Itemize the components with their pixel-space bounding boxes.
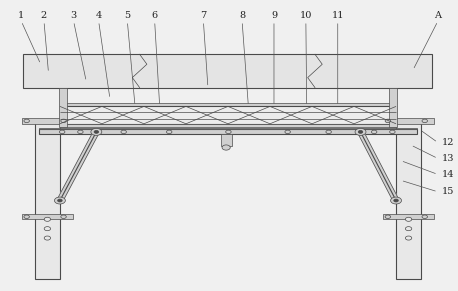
Circle shape — [390, 130, 395, 134]
Circle shape — [226, 130, 231, 134]
Circle shape — [58, 199, 62, 202]
Circle shape — [167, 130, 172, 134]
Circle shape — [44, 217, 50, 221]
Text: 3: 3 — [71, 11, 76, 20]
Text: 11: 11 — [332, 11, 344, 20]
Circle shape — [355, 128, 366, 135]
Text: A: A — [435, 11, 442, 20]
Circle shape — [405, 227, 412, 231]
Text: 12: 12 — [442, 138, 454, 147]
Circle shape — [422, 119, 427, 123]
Circle shape — [222, 145, 230, 150]
Circle shape — [405, 217, 412, 221]
Text: 14: 14 — [442, 170, 454, 179]
Bar — [22, 118, 73, 124]
Text: 8: 8 — [239, 11, 245, 20]
Text: 10: 10 — [300, 11, 312, 20]
Bar — [39, 129, 417, 134]
Text: 1: 1 — [18, 11, 24, 20]
Circle shape — [91, 128, 102, 135]
Bar — [389, 88, 397, 127]
Bar — [59, 88, 67, 127]
Bar — [39, 127, 417, 129]
Circle shape — [121, 130, 126, 134]
Text: 5: 5 — [124, 11, 131, 20]
Circle shape — [385, 119, 391, 123]
Bar — [60, 107, 396, 124]
Circle shape — [326, 130, 332, 134]
Bar — [35, 122, 60, 279]
Text: 7: 7 — [200, 11, 207, 20]
Circle shape — [371, 130, 377, 134]
Bar — [396, 122, 421, 279]
Circle shape — [394, 199, 398, 202]
Circle shape — [61, 215, 66, 219]
Circle shape — [44, 227, 50, 231]
Circle shape — [60, 130, 65, 134]
Circle shape — [61, 119, 66, 123]
Circle shape — [405, 236, 412, 240]
Bar — [22, 214, 73, 219]
Circle shape — [285, 130, 290, 134]
Circle shape — [391, 197, 402, 204]
Circle shape — [78, 130, 83, 134]
Circle shape — [422, 215, 427, 219]
Circle shape — [94, 130, 98, 133]
Circle shape — [55, 197, 65, 204]
Circle shape — [24, 215, 29, 219]
Bar — [60, 103, 396, 107]
Text: 2: 2 — [41, 11, 47, 20]
Circle shape — [385, 215, 391, 219]
Bar — [221, 134, 232, 146]
Bar — [22, 54, 432, 88]
Bar — [60, 124, 396, 127]
Bar — [383, 118, 434, 124]
Text: 15: 15 — [442, 187, 454, 196]
Text: 6: 6 — [152, 11, 158, 20]
Circle shape — [24, 119, 29, 123]
Text: 9: 9 — [271, 11, 277, 20]
Bar — [383, 214, 434, 219]
Text: 4: 4 — [96, 11, 102, 20]
Circle shape — [358, 130, 363, 133]
Circle shape — [44, 236, 50, 240]
Text: 13: 13 — [442, 154, 454, 163]
